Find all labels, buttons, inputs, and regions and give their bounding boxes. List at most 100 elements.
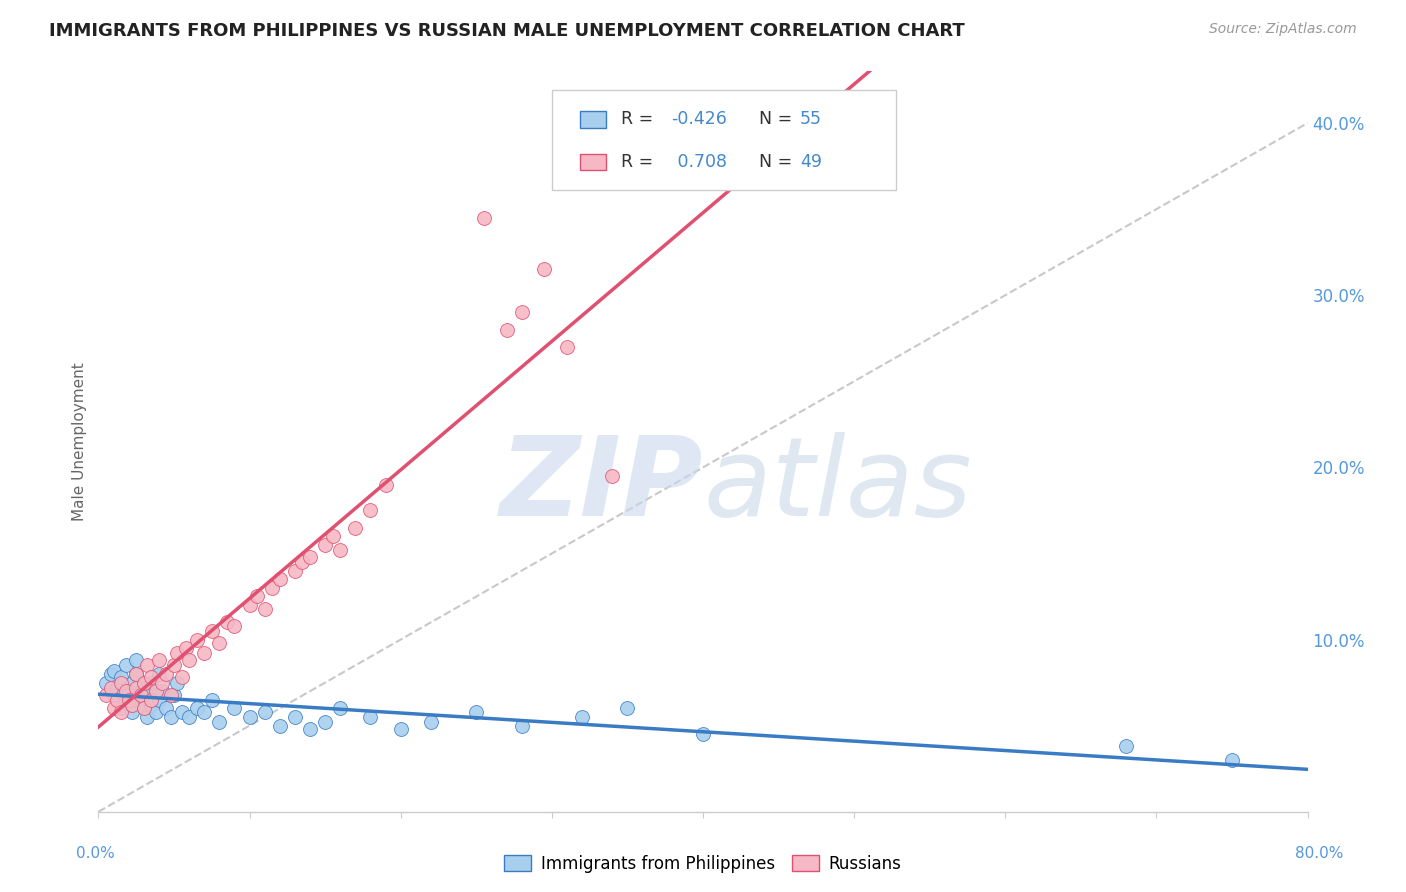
Point: [533, 262, 555, 277]
Point: [118, 693, 141, 707]
Point: [100, 681, 122, 695]
Text: 55: 55: [800, 111, 821, 128]
Point: [141, 693, 163, 707]
FancyBboxPatch shape: [551, 90, 897, 190]
Text: 0.0%: 0.0%: [76, 846, 115, 861]
Point: [132, 681, 155, 695]
Point: [246, 590, 269, 604]
Text: 49: 49: [800, 153, 821, 171]
Point: [125, 681, 148, 695]
Point: [201, 624, 224, 638]
Point: [360, 710, 382, 724]
Point: [114, 658, 136, 673]
Text: Source: ZipAtlas.com: Source: ZipAtlas.com: [1209, 22, 1357, 37]
Point: [121, 698, 143, 712]
Y-axis label: Male Unemployment: Male Unemployment: [72, 362, 87, 521]
Text: N =: N =: [748, 111, 797, 128]
Point: [291, 555, 314, 569]
Point: [201, 693, 224, 707]
Point: [193, 705, 215, 719]
Point: [239, 710, 262, 724]
Point: [100, 667, 122, 681]
Point: [602, 469, 624, 483]
Point: [141, 670, 163, 684]
Legend: Immigrants from Philippines, Russians: Immigrants from Philippines, Russians: [498, 848, 908, 880]
Point: [193, 646, 215, 660]
Point: [616, 701, 638, 715]
Point: [170, 705, 193, 719]
Point: [150, 684, 173, 698]
Point: [129, 688, 152, 702]
Point: [170, 670, 193, 684]
Point: [141, 675, 163, 690]
FancyBboxPatch shape: [579, 154, 606, 170]
Point: [118, 698, 141, 712]
Text: -0.426: -0.426: [672, 111, 727, 128]
Point: [1220, 753, 1243, 767]
Point: [110, 705, 132, 719]
Point: [125, 667, 148, 681]
Point: [329, 543, 352, 558]
FancyBboxPatch shape: [579, 112, 606, 128]
Point: [239, 598, 262, 612]
Point: [1115, 739, 1137, 754]
Point: [155, 701, 177, 715]
Point: [125, 653, 148, 667]
Point: [114, 693, 136, 707]
Point: [141, 698, 163, 712]
Point: [314, 715, 336, 730]
Point: [114, 684, 136, 698]
Text: R =: R =: [621, 153, 658, 171]
Point: [105, 693, 128, 707]
Point: [389, 722, 412, 736]
Point: [132, 701, 155, 715]
Point: [262, 581, 284, 595]
Point: [148, 693, 170, 707]
Point: [269, 718, 291, 732]
Point: [299, 722, 322, 736]
Point: [103, 701, 125, 715]
Point: [510, 305, 533, 319]
Point: [179, 710, 201, 724]
Point: [253, 705, 276, 719]
Point: [94, 675, 117, 690]
Point: [510, 718, 533, 732]
Point: [148, 653, 170, 667]
Point: [103, 688, 125, 702]
Point: [224, 701, 246, 715]
Text: ZIP: ZIP: [499, 433, 703, 540]
Point: [215, 615, 238, 630]
Text: IMMIGRANTS FROM PHILIPPINES VS RUSSIAN MALE UNEMPLOYMENT CORRELATION CHART: IMMIGRANTS FROM PHILIPPINES VS RUSSIAN M…: [49, 22, 965, 40]
Point: [284, 564, 307, 578]
Point: [125, 667, 148, 681]
Point: [132, 675, 155, 690]
Point: [253, 601, 276, 615]
Point: [360, 503, 382, 517]
Point: [160, 688, 183, 702]
Point: [208, 715, 231, 730]
Text: atlas: atlas: [703, 433, 972, 540]
Point: [166, 646, 188, 660]
Point: [284, 710, 307, 724]
Point: [269, 572, 291, 586]
Point: [224, 619, 246, 633]
Text: N =: N =: [748, 153, 797, 171]
Point: [135, 658, 157, 673]
Point: [110, 675, 132, 690]
Point: [465, 705, 488, 719]
Point: [163, 688, 186, 702]
Point: [692, 727, 714, 741]
Point: [314, 538, 336, 552]
Point: [420, 715, 443, 730]
Point: [344, 521, 367, 535]
Point: [150, 675, 173, 690]
Point: [103, 664, 125, 678]
Point: [129, 684, 152, 698]
Point: [571, 710, 593, 724]
Point: [132, 701, 155, 715]
Point: [105, 681, 128, 695]
Point: [145, 705, 167, 719]
Point: [145, 684, 167, 698]
Point: [118, 684, 141, 698]
Point: [135, 688, 157, 702]
